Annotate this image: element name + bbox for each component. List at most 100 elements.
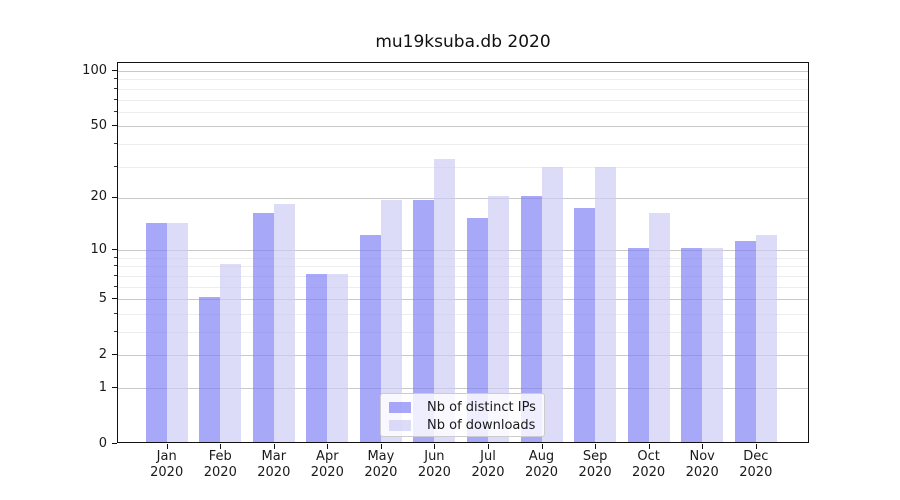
bar-nb-of-downloads-sep xyxy=(595,167,617,442)
bar-nb-of-downloads-oct xyxy=(648,213,670,442)
bar-nb-of-downloads-jul xyxy=(488,195,509,442)
legend-swatch-nb-of-distinct-ips xyxy=(389,401,411,413)
x-tick-jul xyxy=(488,444,489,449)
gridline-y-70 xyxy=(118,99,808,101)
x-tick-dec xyxy=(755,444,757,449)
y-tick-label-100: 100 xyxy=(82,62,107,78)
chart-title: mu19ksuba.db 2020 xyxy=(375,32,551,52)
bar-nb-of-downloads-mar xyxy=(273,204,295,442)
y-tick-label-10: 10 xyxy=(90,241,107,257)
y-minor-tick-6 xyxy=(114,285,117,287)
x-tick-oct xyxy=(648,444,650,449)
bar-nb-of-downloads-jan xyxy=(166,223,188,442)
x-tick-label-dec: Dec 2020 xyxy=(739,449,773,480)
x-tick-sep xyxy=(595,444,597,449)
gridline-y-1 xyxy=(118,388,808,389)
x-tick-may xyxy=(380,444,382,449)
bar-nb-of-distinct-ips-may xyxy=(359,234,381,442)
y-tick-1 xyxy=(112,387,117,388)
bar-nb-of-distinct-ips-sep xyxy=(574,208,596,442)
gridline-y-40 xyxy=(118,143,808,145)
x-tick-nov xyxy=(702,444,704,449)
bar-nb-of-downloads-dec xyxy=(755,234,777,442)
bar-nb-of-distinct-ips-jul xyxy=(467,217,488,442)
legend-item-nb-of-distinct-ips: Nb of distinct IPs xyxy=(389,398,536,416)
gridline-y-5 xyxy=(118,299,808,301)
x-tick-label-nov: Nov 2020 xyxy=(685,449,719,480)
y-tick-label-50: 50 xyxy=(90,117,107,133)
y-tick-label-2: 2 xyxy=(98,346,107,362)
y-minor-tick-40 xyxy=(114,142,117,144)
y-minor-tick-70 xyxy=(114,98,117,100)
x-tick-label-jan: Jan 2020 xyxy=(150,449,184,480)
x-tick-label-apr: Apr 2020 xyxy=(310,449,344,480)
gridline-y-4 xyxy=(118,313,808,315)
gridline-y-100 xyxy=(118,71,808,72)
legend-label-nb-of-downloads: Nb of downloads xyxy=(427,417,536,433)
x-tick-jun xyxy=(434,444,436,449)
y-minor-tick-9 xyxy=(114,256,117,258)
bar-nb-of-downloads-may xyxy=(380,199,402,442)
y-tick-50 xyxy=(112,125,117,127)
x-tick-mar xyxy=(273,444,275,449)
legend: Nb of distinct IPs Nb of downloads xyxy=(380,393,545,437)
gridline-y-30 xyxy=(118,166,808,168)
x-tick-label-sep: Sep 2020 xyxy=(578,449,612,480)
y-minor-tick-60 xyxy=(114,110,117,112)
x-tick-apr xyxy=(327,444,329,449)
y-tick-20 xyxy=(112,196,117,198)
x-tick-label-may: May 2020 xyxy=(364,449,398,480)
gridline-y-50 xyxy=(118,126,808,128)
x-tick-label-aug: Aug 2020 xyxy=(524,449,559,480)
bar-nb-of-distinct-ips-nov xyxy=(681,248,703,442)
y-tick-0 xyxy=(112,443,117,444)
y-minor-tick-3 xyxy=(114,331,117,332)
bar-nb-of-downloads-aug xyxy=(541,167,563,442)
x-tick-jan xyxy=(166,444,168,449)
gridline-y-2 xyxy=(118,355,808,357)
bar-nb-of-downloads-feb xyxy=(220,264,242,442)
y-minor-tick-7 xyxy=(114,274,117,276)
gridline-y-3 xyxy=(118,332,808,333)
gridline-y-9 xyxy=(118,257,808,259)
y-minor-tick-80 xyxy=(114,87,117,89)
plot-area xyxy=(117,62,809,443)
gridline-y-6 xyxy=(118,286,808,288)
y-minor-tick-8 xyxy=(114,265,117,267)
bar-nb-of-distinct-ips-aug xyxy=(520,195,542,442)
y-minor-tick-90 xyxy=(114,78,117,80)
bar-nb-of-downloads-nov xyxy=(702,248,724,442)
gridline-y-60 xyxy=(118,111,808,113)
x-tick-label-oct: Oct 2020 xyxy=(632,449,666,480)
bar-nb-of-distinct-ips-feb xyxy=(199,297,221,442)
y-minor-tick-4 xyxy=(114,312,117,314)
y-tick-100 xyxy=(112,70,117,71)
bar-nb-of-downloads-jun xyxy=(434,159,456,442)
bar-nb-of-distinct-ips-mar xyxy=(252,213,274,442)
bar-nb-of-distinct-ips-dec xyxy=(734,241,756,442)
y-tick-label-20: 20 xyxy=(90,189,107,205)
y-tick-label-0: 0 xyxy=(98,435,107,451)
y-minor-tick-30 xyxy=(114,165,117,167)
y-tick-label-1: 1 xyxy=(98,379,107,395)
gridline-y-90 xyxy=(118,79,808,81)
bar-nb-of-distinct-ips-oct xyxy=(627,248,649,442)
bar-nb-of-distinct-ips-jun xyxy=(413,199,435,442)
gridline-y-10 xyxy=(118,250,808,252)
gridline-y-80 xyxy=(118,88,808,90)
x-tick-label-jul: Jul 2020 xyxy=(471,449,505,480)
y-tick-2 xyxy=(112,354,117,356)
gridline-y-7 xyxy=(118,275,808,277)
bar-nb-of-distinct-ips-apr xyxy=(306,273,328,442)
x-tick-aug xyxy=(541,444,543,449)
bar-nb-of-distinct-ips-jan xyxy=(145,223,167,442)
x-tick-label-jun: Jun 2020 xyxy=(417,449,451,480)
legend-swatch-nb-of-downloads xyxy=(389,419,411,431)
x-tick-feb xyxy=(220,444,222,449)
gridline-y-20 xyxy=(118,197,808,199)
legend-item-nb-of-downloads: Nb of downloads xyxy=(389,416,536,434)
gridline-y-8 xyxy=(118,266,808,268)
x-tick-label-mar: Mar 2020 xyxy=(257,449,291,480)
legend-label-nb-of-distinct-ips: Nb of distinct IPs xyxy=(427,399,536,415)
